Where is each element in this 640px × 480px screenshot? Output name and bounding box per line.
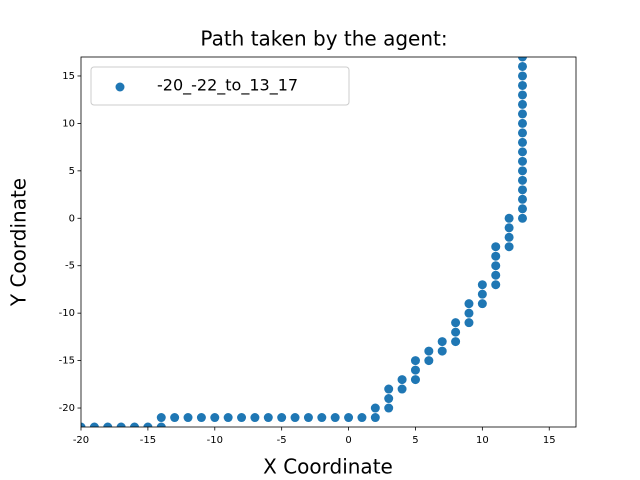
scatter-point	[477, 289, 487, 299]
x-tick-label: 10	[476, 435, 489, 446]
scatter-point	[517, 99, 527, 109]
y-tick-label: 0	[69, 213, 75, 224]
scatter-point	[491, 280, 501, 290]
scatter-point	[517, 57, 527, 62]
scatter-point	[410, 365, 420, 375]
scatter-point	[491, 251, 501, 261]
scatter-point	[384, 394, 394, 404]
legend-marker	[115, 82, 125, 92]
scatter-point	[344, 413, 354, 423]
plot-area	[81, 57, 527, 427]
scatter-point	[81, 422, 86, 427]
scatter-point	[517, 128, 527, 138]
x-tick-label: 5	[412, 435, 418, 446]
scatter-point	[250, 413, 260, 423]
scatter-point	[491, 270, 501, 280]
y-tick-label: -5	[65, 261, 75, 272]
scatter-point	[517, 61, 527, 71]
scatter-point	[237, 413, 247, 423]
legend-box	[90, 66, 350, 106]
x-tick-label: 0	[345, 435, 351, 446]
scatter-point	[517, 213, 527, 223]
scatter-point	[451, 327, 461, 337]
scatter-point	[223, 413, 233, 423]
scatter-point	[517, 194, 527, 204]
scatter-point	[424, 346, 434, 356]
scatter-point	[464, 318, 474, 328]
scatter-point	[384, 403, 394, 413]
scatter-point	[517, 156, 527, 166]
scatter-point	[464, 299, 474, 309]
scatter-point	[156, 413, 166, 423]
scatter-point	[517, 175, 527, 185]
scatter-point	[424, 356, 434, 366]
scatter-point	[196, 413, 206, 423]
scatter-point	[263, 413, 273, 423]
scatter-point	[183, 413, 193, 423]
scatter-point	[89, 422, 99, 427]
y-tick-label: 10	[62, 118, 75, 129]
scatter-point	[410, 356, 420, 366]
axes-frame	[80, 56, 577, 428]
scatter-point	[451, 337, 461, 347]
scatter-point	[517, 118, 527, 128]
scatter-point	[170, 413, 180, 423]
scatter-point	[517, 109, 527, 119]
scatter-point	[397, 375, 407, 385]
x-tick-label: -20	[73, 435, 89, 446]
scatter-point	[504, 223, 514, 233]
y-tick-label: -15	[59, 356, 75, 367]
scatter-point	[517, 147, 527, 157]
scatter-point	[103, 422, 113, 427]
scatter-point	[517, 80, 527, 90]
scatter-point	[384, 384, 394, 394]
x-tick-label: -15	[140, 435, 156, 446]
scatter-point	[116, 422, 126, 427]
scatter-point	[317, 413, 327, 423]
legend-label: -20_-22_to_13_17	[157, 76, 298, 96]
scatter-point	[504, 242, 514, 252]
scatter-point	[504, 232, 514, 242]
y-tick-label: -20	[59, 403, 75, 414]
scatter-point	[517, 185, 527, 195]
scatter-point	[491, 242, 501, 252]
scatter-point	[477, 299, 487, 309]
scatter-point	[504, 213, 514, 223]
scatter-point	[517, 90, 527, 100]
scatter-point	[370, 413, 380, 423]
scatter-point	[477, 280, 487, 290]
scatter-point	[156, 422, 166, 427]
scatter-point	[357, 413, 367, 423]
scatter-point	[451, 318, 461, 328]
scatter-point	[397, 384, 407, 394]
x-tick-label: -10	[207, 435, 223, 446]
scatter-point	[517, 166, 527, 176]
scatter-point	[410, 375, 420, 385]
scatter-point	[370, 403, 380, 413]
scatter-point	[517, 137, 527, 147]
y-tick-label: -10	[59, 308, 75, 319]
y-tick-label: 5	[69, 166, 75, 177]
y-tick-label: 15	[62, 71, 75, 82]
chart-title: Path taken by the agent:	[200, 27, 447, 51]
scatter-point	[210, 413, 220, 423]
scatter-point	[303, 413, 313, 423]
scatter-point	[130, 422, 140, 427]
x-axis-label: X Coordinate	[263, 455, 393, 479]
scatter-point	[277, 413, 287, 423]
scatter-point	[517, 204, 527, 214]
y-axis-label: Y Coordinate	[7, 178, 31, 307]
scatter-point	[437, 346, 447, 356]
scatter-point	[437, 337, 447, 347]
scatter-point	[491, 261, 501, 271]
x-tick-label: 15	[543, 435, 556, 446]
x-tick-label: -5	[277, 435, 287, 446]
scatter-point	[290, 413, 300, 423]
scatter-point	[330, 413, 340, 423]
scatter-point	[143, 422, 153, 427]
scatter-point	[464, 308, 474, 318]
scatter-point	[517, 71, 527, 81]
